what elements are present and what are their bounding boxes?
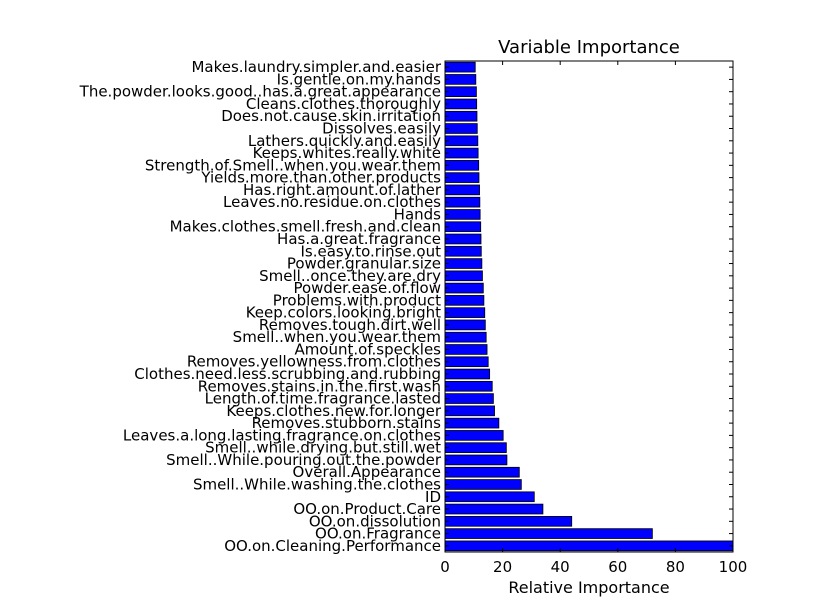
bar	[444, 110, 478, 122]
x-axis-label: Relative Importance	[508, 578, 669, 597]
bar	[444, 184, 480, 196]
bar	[444, 540, 734, 552]
x-tick-label: 80	[666, 558, 685, 576]
bar	[444, 61, 476, 73]
bar	[444, 172, 480, 183]
y-tick-label: Dissolves.easily	[322, 120, 441, 138]
y-tick-label: Has.a.great.fragrance	[277, 230, 441, 248]
bars-group	[444, 61, 734, 552]
y-tick-label: Strength.of.Smell..when.you.wear.them	[145, 156, 441, 174]
y-tick-label: Is.gentle.on.my.hands	[277, 70, 442, 88]
bar	[444, 123, 478, 134]
bar	[444, 405, 495, 417]
bar	[444, 331, 487, 343]
x-tick-label: 40	[551, 558, 570, 576]
x-tick-label: 100	[719, 558, 748, 576]
bar	[444, 528, 653, 539]
y-tick-label: OO.on.Cleaning.Performance	[224, 537, 441, 555]
bar	[444, 221, 482, 233]
bar	[444, 196, 481, 208]
bar	[444, 74, 477, 85]
y-tick-label: Does.not.cause.skin.irritation	[221, 107, 441, 125]
x-tick-label: 0	[440, 558, 450, 576]
y-tick-label: OO.on.dissolution	[309, 512, 441, 530]
bar	[444, 479, 522, 490]
y-tick-label: Removes.stains.in.the.first.wash	[198, 377, 441, 395]
bar	[444, 368, 491, 380]
y-tick-label: Leaves.a.long.lasting.fragrance.on.cloth…	[123, 426, 441, 444]
bar	[444, 135, 479, 147]
y-tick-label: Yields.more.than.other.products	[200, 169, 441, 187]
bar	[444, 380, 493, 392]
y-tick-label: Removes.tough.dirt.well	[259, 316, 441, 334]
bar	[444, 86, 477, 97]
y-tick-label: Overall.Appearance	[293, 463, 441, 481]
bar	[444, 319, 486, 331]
y-tick-label: Makes.clothes.smell.fresh.and.clean	[170, 218, 441, 236]
y-tick-label: Smell..While.washing.the.clothes	[193, 475, 441, 493]
bar	[444, 282, 484, 294]
y-tick-label: Cleans.clothes.thoroughly	[246, 95, 441, 113]
y-tick-label: Is.easy.to.rinse.out	[300, 242, 441, 260]
y-tick-label: Powder.ease.of.flow	[293, 279, 441, 297]
y-tick-label: Hands	[394, 205, 441, 223]
bar	[444, 454, 508, 466]
y-tick-label: The.powder.looks.good..has.a.great.appea…	[79, 83, 441, 101]
y-tick-label: Smell..While.pouring.out.the.powder	[166, 451, 442, 469]
bar	[444, 356, 489, 368]
bar	[444, 147, 479, 159]
bar	[444, 295, 485, 306]
y-tick-label: Leaves.no.residue.on.clothes	[223, 193, 441, 211]
bar	[444, 344, 488, 355]
y-tick-label: Removes.yellowness.from.clothes	[187, 353, 441, 371]
x-ticks-group: 0 20 40 60 80 100	[440, 61, 747, 576]
y-tick-label: ID	[425, 488, 441, 506]
bar	[444, 209, 481, 220]
bar	[444, 98, 478, 110]
y-tick-label: Makes.laundry.simpler.and.easier	[191, 58, 441, 76]
y-tick-label: OO.on.Fragrance	[315, 525, 441, 543]
y-tick-label: Amount.of.speckles	[294, 340, 441, 358]
y-tick-label: Lathers.quickly.and.easily	[248, 132, 441, 150]
y-tick-label: Smell..once.they.are.dry	[259, 267, 441, 285]
bar	[444, 307, 486, 318]
y-tick-label: Removes.stubborn.stains	[252, 414, 442, 432]
bar	[444, 258, 483, 269]
y-tick-label: Clothes.need.less.scrubbing.and.rubbing	[134, 365, 441, 383]
bar	[444, 430, 504, 441]
x-tick-label: 60	[608, 558, 627, 576]
bar	[444, 417, 500, 429]
plot-frame	[444, 60, 734, 553]
y-tick-label: Powder.granular.size	[287, 255, 441, 273]
bar	[444, 393, 494, 404]
bar	[444, 491, 535, 503]
y-tick-label: Keeps.whites.really.white	[253, 144, 441, 162]
bar	[444, 442, 507, 453]
y-ticks-group: Makes.laundry.simpler.and.easierIs.gentl…	[79, 58, 733, 555]
bar	[444, 503, 544, 515]
y-tick-label: Problems.with.product	[273, 291, 441, 309]
bar	[444, 516, 573, 527]
y-tick-label: Has.right.amount.of.lather	[243, 181, 442, 199]
y-tick-label: Smell..when.you.wear.them	[233, 328, 441, 346]
y-tick-label: OO.on.Product.Care	[293, 500, 441, 518]
y-tick-label: Smell..while.drying.but.still.wet	[205, 439, 441, 457]
y-tick-label: Keeps.clothes.new.for.longer	[226, 402, 441, 420]
bar	[444, 233, 482, 245]
x-tick-label: 20	[493, 558, 512, 576]
bar	[444, 270, 483, 282]
chart-title: Variable Importance	[498, 37, 680, 58]
y-tick-label: Keep.colors.looking.bright	[246, 304, 441, 322]
bar	[444, 466, 520, 478]
bar	[444, 245, 482, 257]
bar	[444, 160, 480, 171]
y-tick-label: Length.of.time.fragrance.lasted	[205, 390, 441, 408]
